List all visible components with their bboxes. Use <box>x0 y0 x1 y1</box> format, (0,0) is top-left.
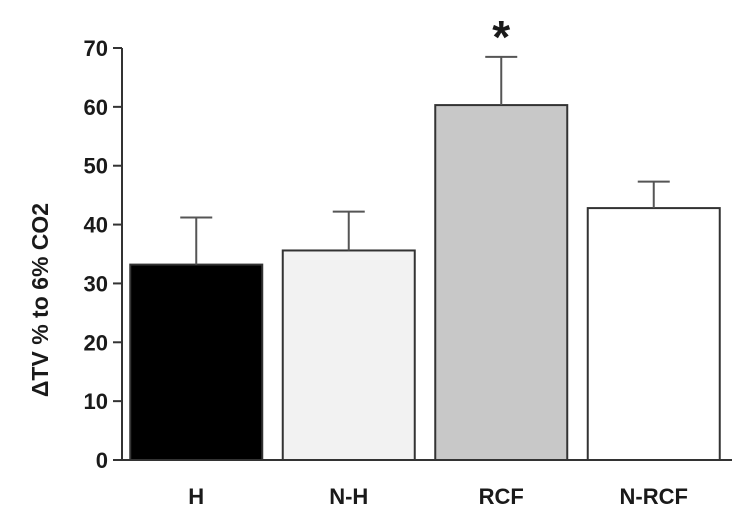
category-label-rcf: RCF <box>479 484 524 509</box>
y-tick-label: 60 <box>84 95 108 120</box>
y-tick-label: 40 <box>84 213 108 238</box>
y-axis-label: ΔTV % to 6% CO2 <box>27 203 53 397</box>
bar-rcf <box>434 104 569 461</box>
bar-h <box>129 263 264 462</box>
error-bars <box>180 55 670 265</box>
y-tick-label: 50 <box>84 154 108 179</box>
category-labels: H N-H RCF N-RCF <box>188 484 688 509</box>
y-tick-label: 10 <box>84 389 108 414</box>
bars <box>129 104 721 462</box>
y-tick-label: 0 <box>96 448 108 473</box>
significance-marker: * <box>492 11 510 63</box>
y-tick-label: 30 <box>84 271 108 296</box>
annotations: * <box>492 11 510 63</box>
y-tick-label: 70 <box>84 36 108 61</box>
bar-n-rcf <box>586 207 721 461</box>
y-axis-ticks: 0 10 20 30 40 50 60 70 <box>84 36 122 473</box>
category-label-h: H <box>188 484 204 509</box>
category-label-n-rcf: N-RCF <box>620 484 688 509</box>
category-label-n-h: N-H <box>329 484 368 509</box>
y-tick-label: 20 <box>84 330 108 355</box>
bar-n-h <box>281 249 416 461</box>
